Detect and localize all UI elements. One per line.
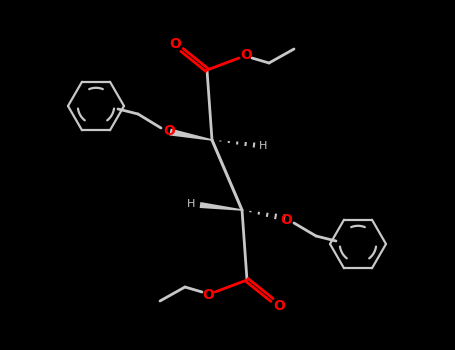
Text: H: H	[259, 141, 268, 151]
Text: O: O	[169, 37, 181, 51]
Text: O: O	[240, 48, 252, 62]
Polygon shape	[169, 128, 212, 141]
Text: H: H	[187, 199, 195, 209]
Text: O: O	[202, 288, 214, 302]
Text: O: O	[273, 299, 285, 313]
Polygon shape	[200, 202, 242, 211]
Text: O: O	[280, 213, 292, 227]
Text: O: O	[163, 124, 175, 138]
